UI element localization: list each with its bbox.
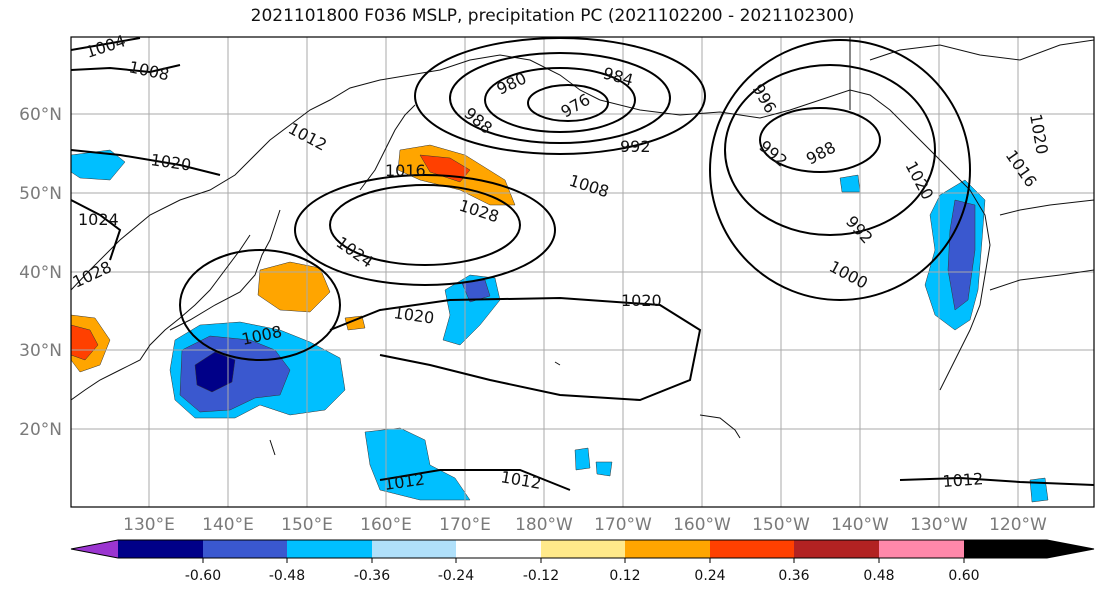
lon-label: 170°W	[594, 515, 652, 535]
isobar-label: 1024	[78, 210, 119, 229]
precip-blob-south1	[364, 427, 471, 501]
lon-label: 160°W	[673, 515, 731, 535]
colorbar-segment	[456, 540, 541, 558]
colorbar: -0.60 -0.48 -0.36 -0.24 -0.12 0.12 0.24 …	[70, 539, 1095, 584]
coast-na-north	[849, 37, 1094, 110]
isobar-label: 1016	[385, 161, 426, 180]
colorbar-segment	[964, 540, 1094, 558]
isobar-label: 992	[620, 137, 651, 156]
colorbar-tick-label: -0.60	[185, 568, 221, 584]
colorbar-segment	[541, 540, 625, 558]
isobar-1020-w	[71, 149, 221, 176]
colorbar-tick-label: -0.24	[438, 568, 474, 584]
colorbar-tick-label: -0.48	[269, 568, 305, 584]
colorbar-tick-label: 0.36	[778, 568, 809, 584]
colorbar-ticks	[202, 558, 965, 563]
coast-na-interior	[989, 199, 1094, 291]
colorbar-tick-label: 0.12	[609, 568, 640, 584]
map-title: 2021101800 F036 MSLP, precipitation PC (…	[250, 6, 855, 26]
lon-label: 160°E	[360, 515, 412, 535]
isobar-high-1024	[294, 174, 556, 286]
lat-label: 20°N	[19, 420, 62, 440]
precip-blob-south3	[595, 461, 613, 477]
coast-islands	[269, 361, 741, 456]
isobar-low3-1008	[179, 249, 341, 361]
lon-label: 170°E	[439, 515, 491, 535]
colorbar-outline	[70, 539, 1095, 559]
isobar-high-1028	[329, 184, 521, 266]
precip-blob-south2	[574, 447, 591, 471]
isobar-1024-w	[71, 199, 122, 261]
precip-blob-small-orange	[344, 315, 366, 331]
isobar-1020-mid	[329, 296, 702, 402]
lat-label: 40°N	[19, 263, 62, 283]
longitude-labels: 130°E 140°E 150°E 160°E 170°E 180°W 170°…	[123, 515, 1047, 535]
isobar-low2-988	[759, 107, 881, 173]
lon-label: 140°E	[202, 515, 254, 535]
precip-band-na-coast-core	[947, 199, 976, 311]
colorbar-segment	[879, 540, 964, 558]
lon-label: 130°E	[123, 515, 175, 535]
map-area	[71, 37, 1094, 507]
colorbar-segment	[372, 540, 456, 558]
lon-label: 120°W	[989, 515, 1047, 535]
lat-label: 50°N	[19, 184, 62, 204]
coast-japan	[169, 209, 281, 331]
precip-blob-east1	[839, 174, 861, 193]
isobar-low-984	[449, 52, 671, 144]
coast-kamchatka	[359, 104, 416, 191]
lon-label: 140°W	[831, 515, 889, 535]
colorbar-tick-label: -0.36	[354, 568, 390, 584]
colorbar-segment	[287, 540, 372, 558]
isobar-low-988	[414, 37, 706, 155]
isobar-label: 1020	[621, 291, 662, 310]
colorbar-tick-label: 0.48	[863, 568, 894, 584]
precip-blob-japan	[257, 261, 331, 313]
lat-label: 60°N	[19, 105, 62, 125]
precip-blob-nw	[71, 149, 126, 181]
isobar-1008-nw	[71, 64, 181, 74]
colorbar-segment	[710, 540, 794, 558]
lat-label: 30°N	[19, 341, 62, 361]
isobars	[71, 37, 1094, 491]
isobar-1004-nw	[71, 37, 141, 51]
lon-label: 180°W	[515, 515, 573, 535]
isobar-low2-992	[724, 64, 936, 236]
colorbar-segment	[71, 540, 118, 558]
isobar-low-976	[527, 84, 609, 122]
lon-label: 130°W	[910, 515, 968, 535]
precip-blob-japan-south-mid	[179, 335, 291, 413]
isobar-label: 1012	[942, 469, 984, 491]
precip-blob-south4	[1029, 477, 1049, 503]
colorbar-segment	[203, 540, 287, 558]
latitude-labels: 60°N 50°N 40°N 30°N 20°N	[19, 105, 62, 440]
map-frame	[70, 36, 1095, 508]
isobar-low-980	[484, 67, 636, 133]
lon-label: 150°W	[752, 515, 810, 535]
precip-blob-japan-south-core	[194, 351, 236, 393]
colorbar-segment	[625, 540, 710, 558]
isobar-low2-1000	[709, 39, 971, 301]
isobar-1012-south	[379, 469, 1094, 491]
colorbar-segment	[794, 540, 879, 558]
precipitation-shading	[71, 144, 1049, 503]
precip-blob-china-core	[71, 324, 99, 361]
lon-label: 150°E	[281, 515, 333, 535]
colorbar-tick-label: 0.60	[948, 568, 979, 584]
coast-alaska	[599, 89, 991, 391]
colorbar-tick-label: -0.12	[523, 568, 559, 584]
colorbar-tick-label: 0.24	[694, 568, 725, 584]
colorbar-segment	[118, 540, 203, 558]
